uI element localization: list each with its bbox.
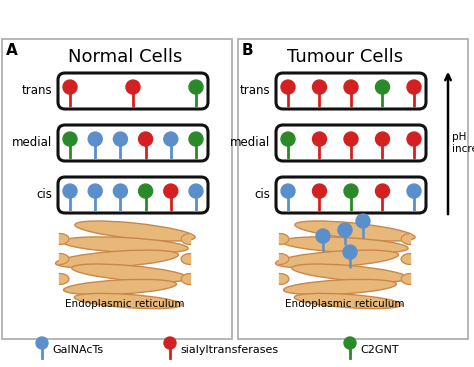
Circle shape bbox=[113, 132, 128, 146]
Circle shape bbox=[407, 184, 421, 198]
Circle shape bbox=[344, 184, 358, 198]
Circle shape bbox=[36, 337, 48, 349]
Text: pH
increase: pH increase bbox=[452, 132, 474, 154]
Circle shape bbox=[63, 184, 77, 198]
Polygon shape bbox=[181, 273, 191, 284]
Text: trans: trans bbox=[21, 84, 52, 98]
Circle shape bbox=[375, 184, 390, 198]
Ellipse shape bbox=[74, 293, 182, 309]
Ellipse shape bbox=[72, 264, 188, 282]
Circle shape bbox=[312, 132, 327, 146]
Circle shape bbox=[113, 184, 128, 198]
Circle shape bbox=[138, 184, 153, 198]
Circle shape bbox=[356, 214, 370, 228]
Circle shape bbox=[407, 80, 421, 94]
Ellipse shape bbox=[55, 250, 179, 268]
Circle shape bbox=[375, 80, 390, 94]
Ellipse shape bbox=[292, 264, 408, 282]
Circle shape bbox=[189, 184, 203, 198]
Ellipse shape bbox=[295, 221, 415, 241]
Text: A: A bbox=[6, 43, 18, 58]
Polygon shape bbox=[401, 273, 410, 284]
Polygon shape bbox=[59, 233, 69, 244]
Ellipse shape bbox=[62, 237, 188, 253]
Polygon shape bbox=[280, 254, 289, 265]
Circle shape bbox=[126, 80, 140, 94]
Ellipse shape bbox=[64, 279, 176, 295]
Circle shape bbox=[407, 132, 421, 146]
Text: Normal Cells: Normal Cells bbox=[68, 48, 182, 66]
Text: GalNAcTs: GalNAcTs bbox=[52, 345, 103, 355]
Circle shape bbox=[312, 184, 327, 198]
Circle shape bbox=[281, 132, 295, 146]
Ellipse shape bbox=[282, 237, 408, 253]
Text: Endoplasmic reticulum: Endoplasmic reticulum bbox=[285, 299, 405, 309]
Circle shape bbox=[344, 132, 358, 146]
Text: medial: medial bbox=[12, 137, 52, 149]
Circle shape bbox=[63, 132, 77, 146]
FancyBboxPatch shape bbox=[238, 39, 468, 339]
Text: B: B bbox=[242, 43, 254, 58]
Text: sialyltransferases: sialyltransferases bbox=[180, 345, 278, 355]
Ellipse shape bbox=[294, 293, 401, 309]
Polygon shape bbox=[181, 254, 191, 265]
Polygon shape bbox=[401, 254, 410, 265]
Circle shape bbox=[344, 337, 356, 349]
Ellipse shape bbox=[283, 279, 396, 295]
Circle shape bbox=[189, 132, 203, 146]
FancyBboxPatch shape bbox=[276, 125, 426, 161]
Circle shape bbox=[338, 223, 352, 237]
Circle shape bbox=[138, 132, 153, 146]
Text: Tumour Cells: Tumour Cells bbox=[287, 48, 403, 66]
Polygon shape bbox=[181, 233, 191, 244]
Polygon shape bbox=[59, 273, 69, 284]
Ellipse shape bbox=[75, 221, 195, 241]
Circle shape bbox=[189, 80, 203, 94]
Circle shape bbox=[164, 337, 176, 349]
Ellipse shape bbox=[275, 250, 399, 268]
FancyBboxPatch shape bbox=[276, 73, 426, 109]
Text: Endoplasmic reticulum: Endoplasmic reticulum bbox=[65, 299, 185, 309]
Polygon shape bbox=[401, 233, 410, 244]
Circle shape bbox=[164, 184, 178, 198]
Polygon shape bbox=[59, 254, 69, 265]
Circle shape bbox=[312, 80, 327, 94]
FancyBboxPatch shape bbox=[58, 125, 208, 161]
Polygon shape bbox=[280, 233, 289, 244]
Circle shape bbox=[281, 184, 295, 198]
Circle shape bbox=[63, 80, 77, 94]
Polygon shape bbox=[280, 273, 289, 284]
FancyBboxPatch shape bbox=[58, 177, 208, 213]
Circle shape bbox=[88, 132, 102, 146]
Circle shape bbox=[164, 132, 178, 146]
FancyBboxPatch shape bbox=[2, 39, 232, 339]
Circle shape bbox=[281, 80, 295, 94]
Text: trans: trans bbox=[239, 84, 270, 98]
Text: cis: cis bbox=[254, 189, 270, 201]
Circle shape bbox=[343, 245, 357, 259]
FancyBboxPatch shape bbox=[58, 73, 208, 109]
Text: medial: medial bbox=[230, 137, 270, 149]
Text: cis: cis bbox=[36, 189, 52, 201]
FancyBboxPatch shape bbox=[276, 177, 426, 213]
Circle shape bbox=[88, 184, 102, 198]
Circle shape bbox=[344, 80, 358, 94]
Text: C2GNT: C2GNT bbox=[360, 345, 399, 355]
Circle shape bbox=[316, 229, 330, 243]
Circle shape bbox=[375, 132, 390, 146]
